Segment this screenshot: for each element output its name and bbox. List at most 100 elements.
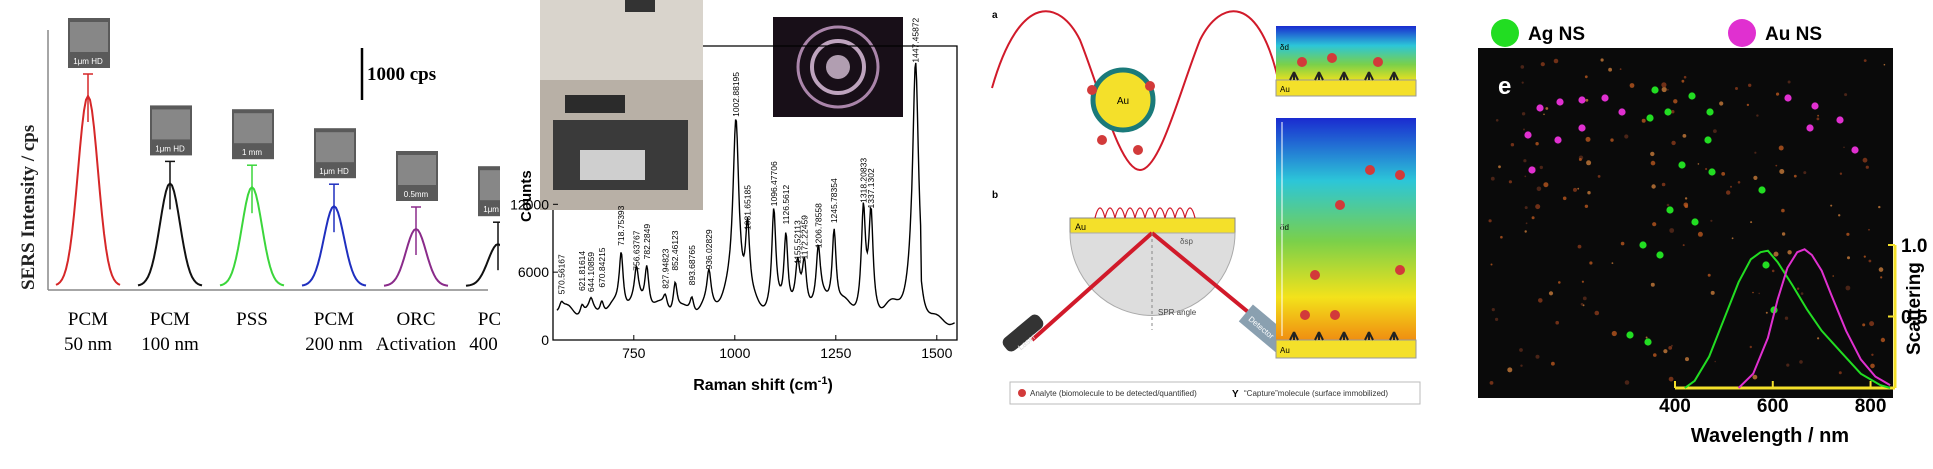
darkfield-spot (1548, 291, 1554, 296)
darkfield-spot (1787, 250, 1792, 255)
darkfield-spot (1650, 160, 1656, 166)
darkfield-spot (1784, 316, 1789, 320)
darkfield-spot (1573, 187, 1577, 192)
darkfield-spot (1651, 184, 1656, 189)
darkfield-spot (1610, 138, 1614, 142)
sem-texture (70, 22, 108, 52)
ag-particle (1691, 218, 1699, 226)
darkfield-spot (1683, 75, 1687, 79)
scattering-series-line (1684, 249, 1891, 389)
darkfield-spot (1535, 354, 1540, 359)
darkfield-spot (1543, 113, 1545, 116)
sem-scale-label: 0.5mm (404, 190, 429, 199)
darkfield-spot (1685, 357, 1689, 362)
raman-ticks: 750 1000 1250 1500 0 6000 12000 (510, 196, 953, 361)
raman-peak-label: 718.75393 (616, 205, 626, 245)
sem-texture (398, 155, 436, 185)
ag-particle (1678, 161, 1686, 169)
darkfield-spot (1600, 58, 1604, 62)
darkfield-spot (1719, 101, 1724, 106)
darkfield-spot (1587, 191, 1591, 195)
darkfield-spot (1555, 320, 1559, 325)
sers-category-sublabel: 100 nm (141, 334, 199, 355)
darkfield-spot (1520, 65, 1525, 69)
darkfield-spot (1878, 205, 1881, 209)
darkfield-spot (1771, 269, 1775, 273)
np-au-label: Au (1117, 96, 1129, 107)
raman-frame (552, 45, 958, 341)
darkfield-spot (1586, 160, 1592, 166)
au-particle (1851, 146, 1859, 154)
darkfield-spot (1870, 363, 1875, 369)
darkfield-spot (1681, 79, 1685, 83)
scale-bar-label: 1000 cps (367, 64, 436, 85)
darkfield-spot (1608, 67, 1612, 72)
darkfield-spot (1778, 145, 1784, 151)
raman-x-tick-label: 1500 (921, 345, 952, 361)
raman-x-tick-label: 1250 (820, 345, 851, 361)
darkfield-spot (1624, 380, 1630, 385)
ag-particle (1664, 108, 1672, 116)
raman-peak-labels: 570.56167 621.81614 644.10859 670.84215 718.… (556, 17, 920, 294)
darkfield-spot (1863, 59, 1867, 62)
sers-category-label: PCM (314, 309, 354, 330)
darkfield-spot (1668, 376, 1674, 382)
darkfield-spot (1536, 186, 1542, 192)
darkfield-spot (1730, 185, 1732, 188)
raman-peak-label: 1447.45872 (911, 17, 921, 62)
raman-peak-label: 936.02829 (704, 229, 714, 269)
raman-peak-label: 782.2849 (642, 224, 652, 260)
darkfield-spot (1562, 196, 1567, 201)
ag-particle (1762, 261, 1770, 269)
darkfield-spot (1843, 146, 1845, 149)
darkfield-spot (1817, 114, 1819, 117)
darkfield-spot (1641, 118, 1646, 123)
legend-capture-label: “Capture”molecule (surface immobilized) (1244, 389, 1388, 398)
darkfield-spot (1520, 364, 1523, 367)
darkfield-spot (1697, 231, 1703, 237)
spr-diagram-panel: a b Au Au δsp SPR angle Laser Detector A… (991, 10, 1421, 405)
au-particle (1556, 98, 1564, 106)
darkfield-spot (1611, 330, 1617, 337)
darkfield-spot (1650, 151, 1655, 157)
darkfield-spot (1539, 165, 1543, 170)
au-particle (1554, 136, 1562, 144)
darkfield-spot (1753, 175, 1758, 180)
darkfield-spot (1832, 275, 1834, 277)
panel-a-label: a (992, 10, 998, 21)
darkfield-spot (1714, 360, 1716, 363)
darkfield-spot (1682, 244, 1685, 247)
darkfield-spot (1830, 204, 1833, 207)
field-wave (991, 10, 1281, 172)
darkfield-spot (1781, 232, 1786, 236)
darkfield-spot (1653, 353, 1657, 357)
raman-peak-label: 1155.52113 (793, 220, 803, 264)
raman-peak-label: 621.81614 (577, 251, 587, 291)
darkfield-spot (1543, 182, 1549, 188)
scat-y-tick-label: 1.0 (1901, 236, 1927, 257)
scat-x-tick-label: 600 (1757, 396, 1789, 417)
raman-x-label: Raman shift (cm-1) (693, 375, 833, 394)
scattering-y-label: Scattering (1904, 262, 1925, 355)
bottom-delta-d: δd (1280, 223, 1289, 232)
raman-y-tick-label: 0 (541, 332, 549, 348)
darkfield-spot (1756, 114, 1759, 117)
au-particle (1528, 166, 1536, 174)
darkfield-spot (1697, 163, 1700, 165)
darkfield-spot (1611, 262, 1614, 264)
darkfield-spot (1523, 159, 1527, 163)
darkfield-spot (1684, 197, 1688, 200)
au-particle (1811, 102, 1819, 110)
darkfield-spot (1661, 86, 1667, 93)
darkfield-spot (1862, 323, 1866, 327)
darkfield-spot (1577, 244, 1582, 249)
legend-analyte-label: Analyte (biomolecule to be detected/quan… (1030, 389, 1197, 398)
darkfield-spot (1535, 142, 1539, 146)
sem-scale-label: 1μm HD (73, 57, 103, 66)
darkfield-spot (1773, 251, 1779, 257)
darkfield-spot (1645, 336, 1648, 339)
darkfield-spot (1754, 151, 1757, 154)
darkfield-spot (1868, 259, 1872, 263)
laser-source (1002, 314, 1044, 352)
sers-traces: 1μm HD PCM 50 nm 1μm HD PCM 100 nm 1 mm PSS 1μm … (55, 18, 500, 355)
